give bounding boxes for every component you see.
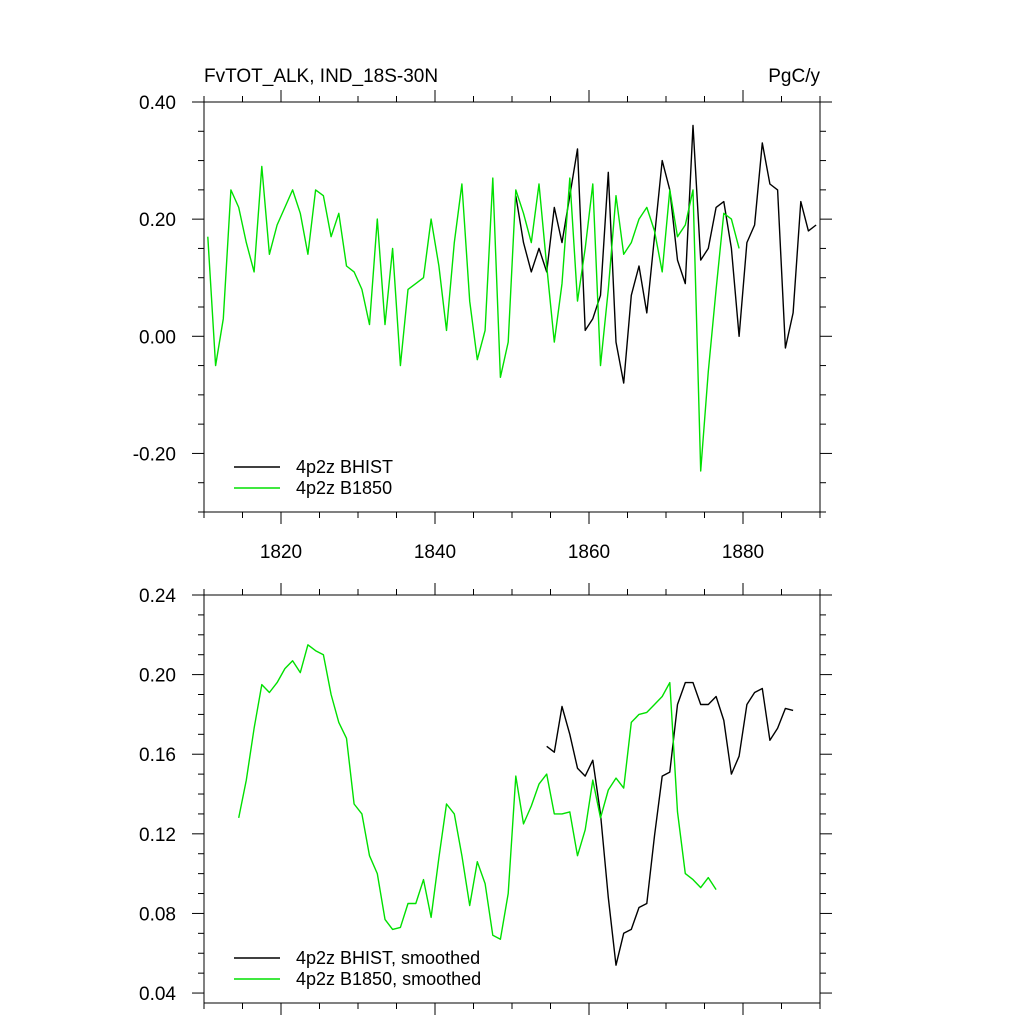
units-label: PgC/y <box>768 66 820 87</box>
y-tick-label: 0.16 <box>139 745 176 766</box>
bottom-panel: 0.04 0.08 0.12 0.16 0.20 0.24 4p2z BHIST, smoo… <box>139 583 832 1015</box>
top-panel: 1820 1840 1860 1880 -0.20 0.00 0.20 0.40 4p2z BH… <box>133 90 832 563</box>
x-tick-label: 1880 <box>722 542 764 563</box>
x-tick-label: 1840 <box>414 542 456 563</box>
y-tick-label: 0.00 <box>139 327 176 348</box>
plot-frame <box>203 101 821 513</box>
legend-label: 4p2z B1850, smoothed <box>296 969 481 989</box>
y-tick-label: 0.24 <box>139 586 176 607</box>
y-tick-label: 0.20 <box>139 210 176 231</box>
series-line-bhist <box>546 681 794 966</box>
y-tick-label: -0.20 <box>133 444 176 465</box>
x-tick-label: 1860 <box>568 542 610 563</box>
x-tick-label: 1820 <box>260 542 302 563</box>
chart-title: FvTOT_ALK, IND_18S-30N <box>204 66 438 87</box>
legend-label: 4p2z B1850 <box>296 478 392 498</box>
y-tick-label: 0.08 <box>139 904 176 925</box>
series-line-bhist <box>515 124 817 384</box>
plot-frame <box>203 594 821 1004</box>
legend-label: 4p2z BHIST <box>296 457 393 477</box>
y-tick-label: 0.40 <box>139 93 176 114</box>
series-line-b1850 <box>238 644 717 940</box>
y-tick-label: 0.12 <box>139 825 176 846</box>
y-tick-label: 0.20 <box>139 666 176 687</box>
y-tick-label: 0.04 <box>139 984 176 1005</box>
legend-label: 4p2z BHIST, smoothed <box>296 948 480 968</box>
series-line-b1850 <box>207 165 740 472</box>
